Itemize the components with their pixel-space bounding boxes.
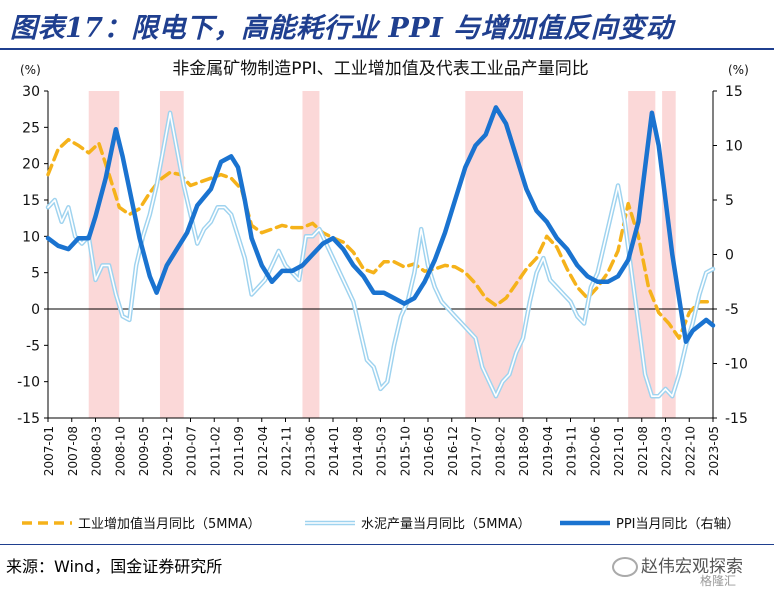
figure-title: 图表17：限电下，高能耗行业 PPI 与增加值反向变动 (10, 13, 674, 44)
x-tick-label: 2008-03 (90, 426, 104, 476)
series-lines (45, 105, 716, 399)
left-tick-label: 25 (22, 120, 40, 136)
left-tick-label: 20 (22, 157, 40, 173)
right-tick-label: 10 (725, 139, 743, 155)
x-tick-label: 2012-11 (280, 426, 294, 476)
series-line (46, 137, 715, 340)
x-tick-label: 2020-06 (588, 426, 602, 476)
legend: 工业增加值当月同比（5MMA） 水泥产量当月同比（5MMA） PPI当月同比（右轴） (22, 516, 740, 532)
left-tick-label: 15 (22, 193, 40, 209)
series-line (45, 105, 716, 344)
left-tick-label: -15 (17, 411, 40, 427)
x-tick-label: 2021-01 (612, 426, 626, 476)
x-tick-label: 2022-03 (660, 426, 674, 476)
left-tick-label: 0 (31, 302, 40, 318)
watermark-text: 赵伟宏观探索 (641, 557, 743, 577)
series-line (45, 110, 716, 399)
x-tick-label: 2021-08 (636, 426, 650, 476)
wechat-icon (612, 557, 638, 577)
x-tick-label: 2012-04 (256, 426, 270, 476)
x-tick-label: 2017-07 (470, 426, 484, 476)
x-tick-label: 2022-10 (683, 426, 697, 476)
legend-label: 水泥产量当月同比（5MMA） (361, 517, 531, 532)
right-tick-label: -5 (725, 302, 739, 318)
right-tick-label: -15 (725, 411, 748, 427)
watermark: 赵伟宏观探索 (612, 552, 743, 577)
x-tick-label: 2011-09 (232, 426, 246, 476)
left-tick-label: 5 (31, 266, 40, 282)
shaded-period (662, 91, 676, 418)
source-divider (0, 544, 774, 545)
series-line (47, 112, 714, 397)
legend-label: PPI当月同比（右轴） (616, 517, 740, 532)
left-tick-label: 30 (22, 84, 40, 100)
left-tick-label: -10 (17, 375, 40, 391)
legend-label: 工业增加值当月同比（5MMA） (78, 516, 261, 532)
x-tick-label: 2018-02 (493, 426, 507, 476)
title-divider (0, 48, 774, 50)
x-tick-label: 2013-06 (303, 426, 317, 476)
x-tick-label: 2014-01 (327, 426, 341, 476)
x-tick-label: 2016-12 (446, 426, 460, 476)
axis-labels: 非金属矿物制造PPI、工业增加值及代表工业品产量同比 (%) (%) -15 -10 -5… (17, 59, 749, 476)
x-tick-label: 2018-09 (517, 426, 531, 476)
x-tick-label: 2007-01 (42, 426, 56, 476)
x-tick-label: 2007-08 (66, 426, 80, 476)
shaded-period (465, 91, 523, 418)
chart: 非金属矿物制造PPI、工业增加值及代表工业品产量同比 (%) (%) -15 -10 -5… (17, 59, 749, 532)
right-tick-label: 5 (725, 193, 734, 209)
left-axis-unit: (%) (20, 63, 41, 77)
x-tick-label: 2015-03 (375, 426, 389, 476)
x-tick-label: 2023-05 (707, 426, 721, 476)
left-tick-label: 10 (22, 229, 40, 245)
right-tick-label: 0 (725, 248, 734, 264)
x-tick-label: 2019-04 (541, 426, 555, 476)
right-tick-label: -10 (725, 357, 748, 373)
x-tick-label: 2019-11 (565, 426, 579, 476)
x-tick-label: 2015-10 (398, 426, 412, 476)
axes (44, 90, 717, 422)
x-tick-label: 2011-02 (208, 426, 222, 476)
x-tick-label: 2010-07 (185, 426, 199, 476)
left-tick-label: -5 (26, 338, 40, 354)
source-note: 来源：Wind，国金证券研究所 (6, 557, 223, 576)
right-tick-label: 15 (725, 84, 743, 100)
chart-title: 非金属矿物制造PPI、工业增加值及代表工业品产量同比 (172, 59, 589, 79)
x-tick-label: 2009-12 (161, 426, 175, 476)
x-tick-label: 2014-08 (351, 426, 365, 476)
right-axis-unit: (%) (728, 63, 749, 77)
watermark-sub: 格隆汇 (700, 574, 737, 588)
x-tick-label: 2016-05 (422, 426, 436, 476)
x-tick-label: 2008-10 (113, 426, 127, 476)
x-tick-label: 2009-05 (137, 426, 151, 476)
